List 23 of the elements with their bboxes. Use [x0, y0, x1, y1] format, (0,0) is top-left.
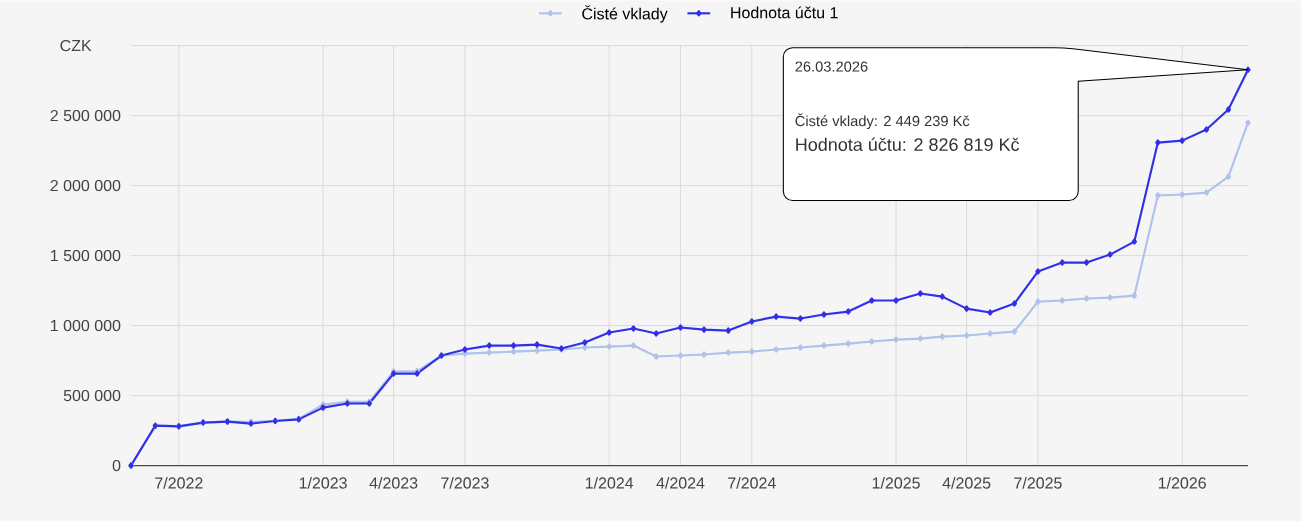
- legend-label: Čisté vklady: [582, 5, 668, 23]
- x-tick-label: 1/2025: [872, 477, 920, 489]
- annotation: Čisté vklady: 2 449 239 Kč: [795, 113, 970, 130]
- y-tick-label: 0: [112, 460, 121, 472]
- annotation: Hodnota účtu: 2 826 819 Kč: [796, 137, 1020, 152]
- x-tick-label: 1/2026: [1158, 477, 1206, 489]
- x-tick-label: 7/2022: [155, 477, 203, 489]
- x-tick-label: 7/2025: [1014, 477, 1062, 489]
- y-tick-label: 500 000: [63, 390, 121, 402]
- y-axis-title: CZK: [60, 40, 92, 52]
- y-tick-label: 2 500 000: [50, 110, 121, 122]
- x-tick-label: 1/2023: [299, 477, 347, 489]
- x-tick-label: 1/2024: [585, 477, 634, 489]
- y-tick-label: 1 500 000: [51, 250, 121, 262]
- legend-label: Hodnota účtu 1: [731, 6, 838, 19]
- y-tick-label: 2 000 000: [50, 180, 121, 192]
- y-tick-label: 1 000 000: [51, 320, 121, 332]
- x-tick-label: 7/2023: [441, 477, 489, 489]
- x-tick-label: 4/2025: [942, 477, 991, 489]
- annotation: 26.03.2026: [795, 61, 868, 72]
- x-tick-label: 4/2024: [656, 477, 705, 489]
- x-tick-label: 7/2024: [728, 477, 776, 489]
- x-tick-label: 4/2023: [369, 477, 418, 489]
